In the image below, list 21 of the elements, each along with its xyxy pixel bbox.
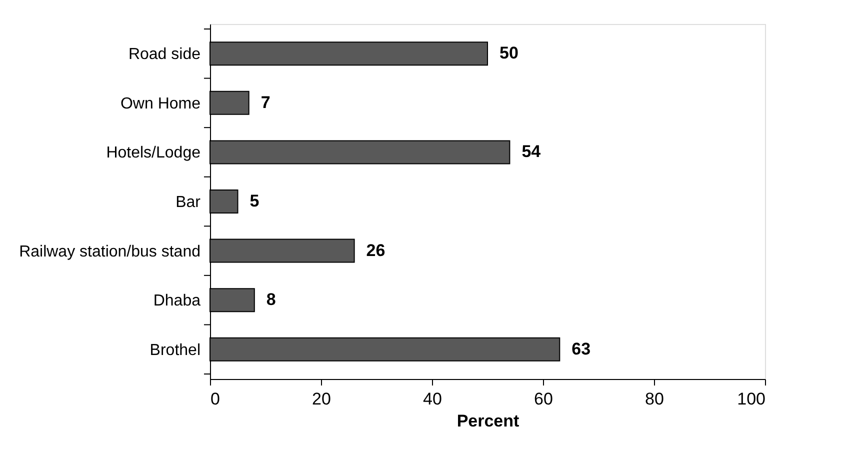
- y-tick-label: Brothel: [150, 342, 200, 359]
- y-tick-label: Railway station/bus stand: [19, 243, 200, 260]
- x-tick-label: 40: [423, 390, 442, 408]
- x-tick-label: 100: [737, 390, 766, 408]
- x-tick-label: 0: [210, 390, 220, 408]
- data-label: 50: [500, 44, 518, 63]
- data-label: 7: [260, 92, 270, 112]
- data-label: 5: [250, 192, 260, 210]
- y-tick-label: Bar: [176, 194, 202, 211]
- x-axis-title: Percent: [456, 412, 520, 430]
- y-tick-label: Road side: [128, 46, 201, 64]
- y-tick-label: Own Home: [120, 95, 201, 112]
- x-tick-label: 60: [534, 390, 553, 408]
- data-label: 26: [366, 240, 386, 260]
- data-label: 8: [266, 290, 276, 310]
- x-tick-label: 20: [312, 390, 331, 408]
- data-label: 54: [522, 142, 542, 162]
- data-label: 63: [572, 339, 591, 358]
- y-tick-label: Hotels/Lodge: [106, 144, 201, 162]
- x-tick-label: 80: [645, 390, 664, 408]
- y-tick-label: Dhaba: [153, 292, 201, 310]
